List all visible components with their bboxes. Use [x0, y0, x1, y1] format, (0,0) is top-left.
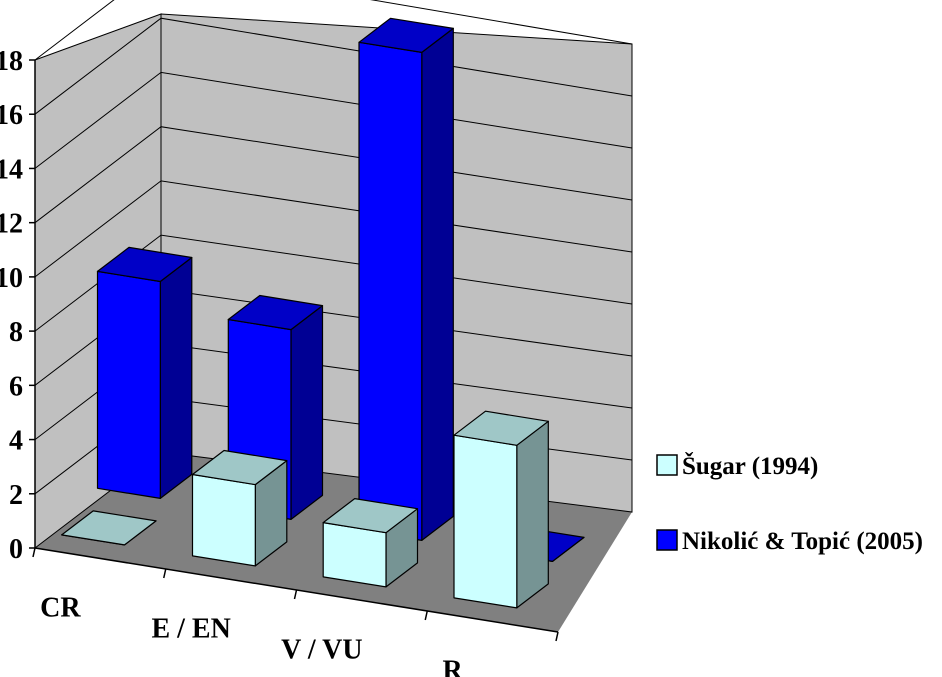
- gridline: [34, 0, 633, 61]
- category-label: V / VU: [281, 635, 362, 666]
- bar-nikolic-vvu: [358, 17, 454, 542]
- bar-sugar-vvu: [322, 498, 419, 588]
- y-tick-label: 16: [0, 100, 23, 131]
- gridline: [34, 17, 633, 115]
- y-tick-label: 4: [9, 426, 23, 457]
- legend-label-sugar: Šugar (1994): [682, 452, 818, 480]
- y-tick-label: 2: [9, 480, 23, 511]
- bar-sugar-r: [453, 410, 549, 609]
- gridline: [34, 71, 633, 169]
- category-label: E / EN: [151, 614, 230, 645]
- y-tick-label: 14: [0, 154, 23, 185]
- legend-swatch-nikolic: [656, 529, 678, 551]
- category-label: CR: [40, 593, 81, 624]
- legend: Šugar (1994) Nikolić & Topić (2005): [656, 452, 923, 555]
- x-axis-ticks: [32, 547, 559, 642]
- gridline: [34, 180, 633, 278]
- bar-sugar-cr: [61, 510, 157, 546]
- y-tick-label: 8: [9, 317, 23, 348]
- y-tick-label: 6: [9, 371, 23, 402]
- legend-label-nikolic: Nikolić & Topić (2005): [682, 528, 923, 555]
- x-tick-mark: [32, 547, 36, 558]
- gridline: [34, 126, 633, 224]
- y-tick-label: 10: [0, 263, 23, 294]
- gridline: [34, 234, 633, 332]
- bar-sugar-een: [191, 449, 288, 567]
- y-axis-ticks: 0 2 4 6 8 10 12 14 16 18: [0, 46, 35, 565]
- gridlines: [34, 0, 633, 495]
- category-labels: CR E / EN V / VU R: [40, 593, 463, 677]
- legend-swatch-sugar: [656, 454, 678, 476]
- x-tick-mark: [293, 589, 298, 600]
- x-tick-mark: [555, 631, 559, 642]
- bars: [61, 17, 585, 609]
- y-tick-label: 12: [0, 209, 23, 240]
- x-tick-mark: [424, 610, 428, 621]
- bar-nikolic-cr: [96, 246, 193, 499]
- x-tick-mark: [163, 568, 167, 579]
- y-tick-label: 0: [9, 534, 23, 565]
- y-tick-label: 18: [0, 46, 23, 77]
- category-label: R: [443, 656, 464, 677]
